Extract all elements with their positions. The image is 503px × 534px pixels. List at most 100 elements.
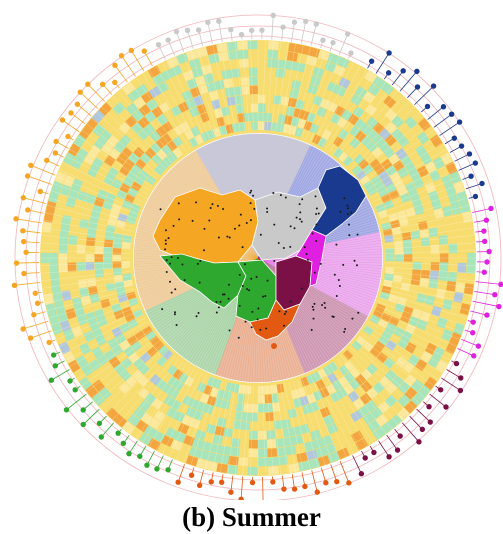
ring-spoke bbox=[329, 77, 381, 152]
ring-cell bbox=[435, 359, 449, 373]
ring-cell bbox=[244, 385, 252, 395]
ring-cell bbox=[212, 434, 224, 445]
ring-cell bbox=[267, 457, 279, 467]
station-marker bbox=[155, 41, 162, 48]
ring-cell bbox=[332, 380, 343, 392]
ring-spoke bbox=[321, 69, 368, 148]
ring-cell bbox=[384, 369, 397, 382]
station-leader bbox=[30, 330, 52, 339]
ring-cell bbox=[275, 438, 286, 448]
ring-cell bbox=[54, 171, 67, 184]
ring-cell bbox=[369, 346, 381, 358]
sector-ray bbox=[257, 257, 357, 337]
ring-spoke bbox=[288, 46, 311, 134]
ring-cell bbox=[224, 87, 235, 98]
ring-spoke bbox=[242, 385, 250, 476]
ring-cell bbox=[381, 222, 392, 231]
ring-spoke bbox=[333, 361, 387, 435]
ring-cell bbox=[230, 438, 241, 448]
station-marker bbox=[52, 150, 59, 156]
ring-cell bbox=[226, 41, 238, 52]
ring-cell bbox=[156, 356, 168, 367]
station-dot bbox=[311, 232, 314, 235]
ring-spoke bbox=[325, 366, 374, 443]
station-marker bbox=[20, 195, 27, 201]
ring-spoke bbox=[382, 205, 470, 228]
ring-cell bbox=[393, 274, 403, 283]
ring-cell bbox=[411, 196, 422, 208]
ring-cell bbox=[104, 232, 115, 241]
station-dot bbox=[165, 270, 168, 273]
ring-cell bbox=[417, 165, 429, 178]
ring-spoke bbox=[197, 48, 223, 136]
ring-spoke bbox=[40, 242, 131, 250]
ring-cell bbox=[86, 277, 97, 288]
station-dot bbox=[319, 262, 322, 265]
station-leader bbox=[465, 183, 483, 190]
ring-spoke bbox=[378, 183, 463, 215]
ring-spoke bbox=[43, 219, 132, 236]
station-dot bbox=[250, 189, 253, 192]
ring-cell bbox=[266, 430, 276, 440]
ring-spoke bbox=[142, 366, 191, 443]
ring-spoke bbox=[176, 55, 211, 140]
station-marker bbox=[20, 326, 26, 332]
ring-cell bbox=[63, 328, 75, 342]
station-leader bbox=[454, 153, 470, 162]
station-leader bbox=[441, 377, 461, 391]
ring-spoke bbox=[148, 69, 195, 148]
ring-cell bbox=[88, 220, 98, 231]
ring-cell bbox=[94, 246, 104, 255]
ring-cell bbox=[124, 312, 136, 323]
station-marker bbox=[248, 27, 255, 34]
ring-cell bbox=[325, 383, 337, 395]
ring-cell bbox=[277, 114, 286, 124]
ring-cell bbox=[378, 170, 390, 181]
ring-cell bbox=[121, 420, 136, 434]
station-dot bbox=[165, 259, 168, 262]
station-group-north bbox=[155, 12, 354, 60]
ring-spoke bbox=[340, 90, 399, 161]
ring-spoke bbox=[343, 95, 405, 163]
ring-cell bbox=[404, 116, 418, 130]
ring-cell bbox=[351, 165, 363, 176]
ring-cell bbox=[266, 439, 277, 449]
ring-cell bbox=[258, 403, 266, 413]
ring-spoke bbox=[50, 297, 137, 326]
station-dot bbox=[198, 281, 201, 284]
ring-cell bbox=[147, 438, 161, 451]
ring-cell bbox=[429, 169, 441, 182]
ring-cell bbox=[402, 239, 412, 248]
station-dot bbox=[315, 212, 318, 215]
ring-cell bbox=[162, 155, 174, 167]
station-dot bbox=[244, 320, 247, 323]
ring-spoke bbox=[235, 385, 245, 475]
station-group-southwest bbox=[48, 351, 173, 473]
ring-cell bbox=[121, 82, 136, 96]
ring-spoke bbox=[43, 280, 132, 297]
ring-cell bbox=[115, 333, 127, 345]
ring-cell bbox=[380, 420, 395, 434]
station-dot bbox=[301, 198, 304, 201]
station-marker bbox=[368, 58, 375, 64]
ring-cell bbox=[106, 135, 119, 148]
ring-cell bbox=[217, 51, 230, 62]
ring-cell bbox=[400, 312, 411, 324]
ring-cell bbox=[208, 90, 219, 101]
ring-cell bbox=[378, 128, 391, 141]
ring-cell bbox=[367, 83, 381, 97]
ring-cell bbox=[138, 363, 150, 375]
station-dot bbox=[170, 256, 173, 259]
ring-cell bbox=[420, 152, 433, 166]
ring-cell bbox=[405, 323, 417, 335]
ring-cell bbox=[131, 122, 144, 135]
ring-cell bbox=[149, 335, 161, 346]
ring-cell bbox=[410, 276, 421, 286]
ring-cell bbox=[282, 427, 293, 438]
ring-cell bbox=[235, 104, 244, 114]
ring-cell bbox=[123, 279, 134, 288]
ring-cell bbox=[86, 237, 96, 247]
ring-spoke bbox=[325, 73, 374, 150]
ring-spoke bbox=[385, 271, 475, 281]
ring-cell bbox=[242, 412, 251, 422]
